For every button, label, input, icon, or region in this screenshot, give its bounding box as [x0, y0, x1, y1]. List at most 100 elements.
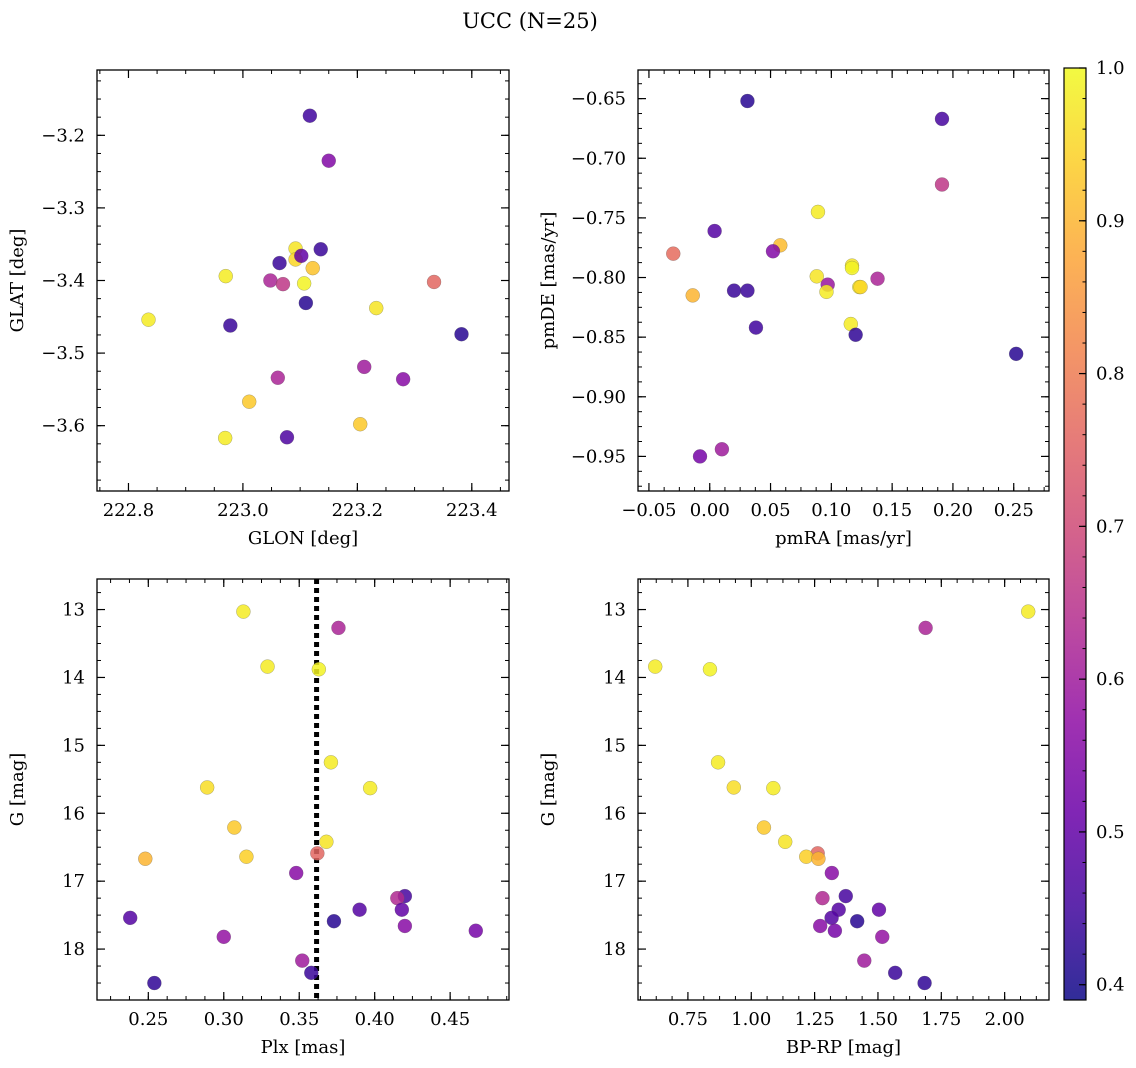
y-axis-label: G [mag]: [538, 753, 559, 826]
y-tick-label: −3.6: [41, 416, 85, 437]
x-axis-label: pmRA [mas/yr]: [775, 528, 912, 549]
data-point: [870, 271, 885, 286]
data-point: [331, 620, 346, 636]
data-point: [263, 273, 278, 288]
colorbar-tick-label: 0.6: [1096, 669, 1125, 690]
data-point: [887, 965, 903, 981]
data-point: [296, 276, 312, 291]
colorbar-tick-label: 0.7: [1096, 516, 1125, 537]
data-point: [714, 442, 730, 457]
y-tick-label: −3.4: [41, 271, 85, 292]
data-point: [302, 108, 318, 123]
data-point: [242, 394, 257, 409]
y-tick-label: −0.95: [571, 446, 626, 467]
data-point: [199, 780, 215, 795]
data-point: [294, 248, 309, 264]
axes-frame: [637, 69, 1050, 492]
data-point: [352, 902, 367, 917]
data-point: [304, 965, 319, 981]
data-point: [917, 975, 932, 991]
x-tick-label: 1.25: [795, 1009, 835, 1030]
x-tick-label: 0.75: [668, 1009, 708, 1030]
x-tick-label: 0.30: [204, 1009, 244, 1030]
data-point: [726, 283, 742, 298]
data-point: [824, 910, 839, 926]
axes-frame: [96, 578, 510, 1001]
x-axis-label: BP-RP [mag]: [786, 1037, 901, 1058]
data-point: [426, 274, 442, 290]
x-tick-label: 0.35: [279, 1009, 319, 1030]
data-point: [812, 918, 828, 934]
data-point: [305, 260, 320, 276]
y-tick-label: 13: [62, 600, 85, 621]
data-point: [275, 276, 291, 292]
data-point: [765, 244, 781, 259]
y-tick-label: 14: [62, 667, 85, 688]
data-point: [295, 953, 310, 968]
data-point: [934, 111, 950, 127]
data-point: [141, 312, 156, 327]
data-point: [289, 865, 304, 881]
x-tick-label: 222.8: [103, 500, 155, 521]
y-tick-label: −0.75: [571, 208, 626, 229]
data-point: [468, 923, 483, 938]
data-point: [740, 93, 755, 109]
x-tick-label: 0.25: [994, 500, 1034, 521]
data-point: [216, 929, 231, 945]
x-axis-label: Plx [mas]: [261, 1037, 346, 1058]
colorbar: 0.4 0.5 0.6 0.7 0.8 0.9 1.0: [1063, 58, 1125, 1001]
data-point: [824, 865, 840, 881]
y-tick-label: 16: [603, 803, 626, 824]
panel-glon-glat: 222.8 223.0 223.2 223.4 −3.2 −3.3 −3.4 −3.5 −3.6…: [7, 69, 510, 549]
y-tick-label: −3.5: [41, 343, 85, 364]
y-tick-label: 17: [62, 871, 85, 892]
data-point: [819, 284, 834, 300]
data-point: [395, 372, 411, 387]
x-tick-label: 0.40: [355, 1009, 395, 1030]
colorbar-tick-label: 1.0: [1096, 58, 1125, 79]
y-tick-label: 14: [603, 667, 626, 688]
y-tick-label: −0.90: [571, 387, 626, 408]
x-tick-label: 0.45: [430, 1009, 470, 1030]
data-point: [838, 888, 853, 904]
colorbar-tick-label: 0.5: [1096, 822, 1125, 843]
axes-frame: [637, 578, 1050, 1001]
data-point: [454, 327, 469, 342]
data-point: [394, 902, 410, 917]
data-point: [311, 662, 327, 677]
x-tick-label: 1.00: [731, 1009, 771, 1030]
data-point: [844, 260, 860, 276]
y-tick-label: −3.2: [41, 125, 85, 146]
y-tick-label: 15: [603, 735, 626, 756]
data-point: [726, 780, 741, 795]
data-point: [857, 953, 872, 968]
data-point: [934, 177, 950, 192]
data-point: [123, 910, 138, 926]
data-point: [239, 849, 254, 864]
data-point: [260, 659, 275, 674]
data-point: [313, 242, 328, 257]
data-point: [815, 890, 830, 906]
data-point: [702, 662, 718, 677]
y-tick-label: 13: [603, 600, 626, 621]
x-tick-label: 1.50: [858, 1009, 898, 1030]
data-point: [357, 359, 372, 375]
data-point: [871, 902, 887, 917]
data-point: [397, 918, 413, 934]
data-point: [362, 780, 378, 796]
data-point: [666, 246, 681, 261]
x-tick-label: −0.05: [621, 500, 676, 521]
x-tick-label: 223.2: [332, 500, 384, 521]
data-point: [710, 755, 726, 770]
data-point: [279, 430, 295, 445]
panel-plx-g: 0.25 0.30 0.35 0.40 0.45 13 14 15 16 17 18 Plx [mas…: [7, 578, 510, 1058]
data-point: [147, 975, 162, 991]
x-tick-label: 0.20: [933, 500, 973, 521]
data-point: [319, 834, 334, 849]
data-point: [809, 269, 824, 284]
data-point: [748, 320, 764, 335]
data-point: [849, 914, 865, 929]
y-tick-label: 17: [603, 871, 626, 892]
data-point: [648, 659, 663, 674]
x-tick-label: 223.0: [217, 500, 269, 521]
